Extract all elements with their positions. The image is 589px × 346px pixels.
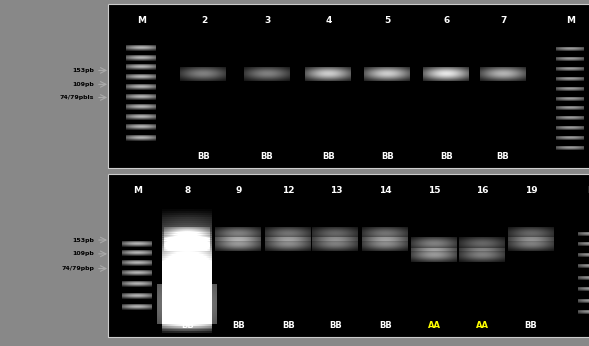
Text: 109pb: 109pb xyxy=(72,82,94,87)
Text: BB: BB xyxy=(197,152,210,161)
Text: 4: 4 xyxy=(326,16,332,25)
Text: 16: 16 xyxy=(477,186,489,195)
Text: 8: 8 xyxy=(184,186,191,195)
Text: 74/79pbls: 74/79pbls xyxy=(59,95,94,100)
Text: 153pb: 153pb xyxy=(72,237,94,243)
Text: BB: BB xyxy=(330,321,342,330)
Bar xyxy=(0,0,108,346)
Text: 12: 12 xyxy=(282,186,295,195)
Text: 6: 6 xyxy=(444,16,449,25)
Text: 19: 19 xyxy=(525,186,537,195)
Text: 15: 15 xyxy=(428,186,441,195)
Text: BB: BB xyxy=(497,152,509,161)
Text: BB: BB xyxy=(260,152,273,161)
Text: AA: AA xyxy=(476,321,489,330)
Bar xyxy=(108,0,589,4)
Bar xyxy=(108,168,589,174)
Text: M: M xyxy=(137,16,146,25)
Text: 74/79pbp: 74/79pbp xyxy=(61,266,94,271)
Text: BB: BB xyxy=(323,152,335,161)
Text: 13: 13 xyxy=(330,186,342,195)
Text: BB: BB xyxy=(282,321,295,330)
Text: BB: BB xyxy=(381,152,393,161)
Text: M: M xyxy=(566,16,575,25)
Text: 153pb: 153pb xyxy=(72,68,94,73)
Text: BB: BB xyxy=(181,321,194,330)
Text: M: M xyxy=(587,186,589,195)
Bar xyxy=(108,4,589,168)
Text: 3: 3 xyxy=(264,16,270,25)
Bar xyxy=(108,337,589,346)
Text: 7: 7 xyxy=(500,16,507,25)
Bar xyxy=(108,174,589,337)
Text: 14: 14 xyxy=(379,186,392,195)
Text: M: M xyxy=(133,186,142,195)
Text: AA: AA xyxy=(428,321,441,330)
Text: 109pb: 109pb xyxy=(72,252,94,256)
Text: 5: 5 xyxy=(384,16,391,25)
Text: BB: BB xyxy=(379,321,392,330)
Text: BB: BB xyxy=(525,321,538,330)
Text: BB: BB xyxy=(440,152,453,161)
Text: 2: 2 xyxy=(201,16,207,25)
Text: BB: BB xyxy=(233,321,246,330)
Text: 9: 9 xyxy=(236,186,242,195)
